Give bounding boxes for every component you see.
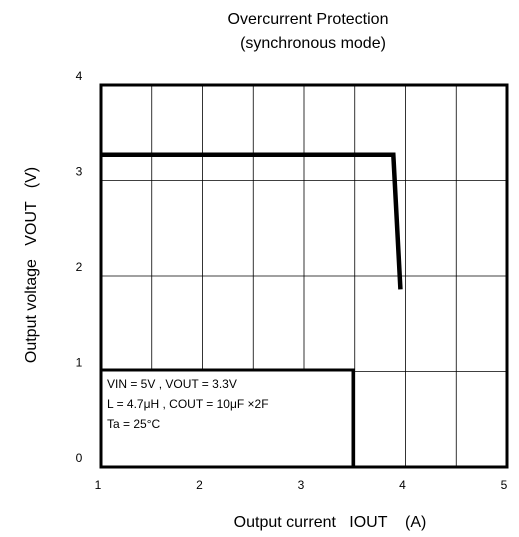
annotation: Ta = 25°C [107, 417, 160, 431]
y-tick-label: 2 [76, 260, 83, 274]
chart-title: Overcurrent Protection [228, 11, 389, 28]
x-axis-label: Output current IOUT (A) [234, 514, 427, 531]
x-tick-label: 5 [501, 478, 508, 492]
x-tick-label: 3 [298, 478, 305, 492]
data-line [101, 152, 403, 290]
y-tick-label: 4 [76, 69, 83, 83]
x-tick-label: 2 [196, 478, 203, 492]
annotation-box [99, 368, 355, 469]
y-tick-label: 0 [76, 451, 83, 465]
y-tick-label: 3 [76, 165, 83, 179]
x-tick-label: 4 [399, 478, 406, 492]
chart-subtitle: (synchronous mode) [240, 35, 386, 52]
y-axis-label: Output voltage VOUT (V) [23, 167, 40, 363]
annotation: VIN = 5V , VOUT = 3.3V [107, 377, 237, 391]
x-tick-label: 1 [95, 478, 102, 492]
y-tick-label: 1 [76, 356, 83, 370]
annotation: L = 4.7μH , COUT = 10μF ×2F [107, 397, 269, 411]
